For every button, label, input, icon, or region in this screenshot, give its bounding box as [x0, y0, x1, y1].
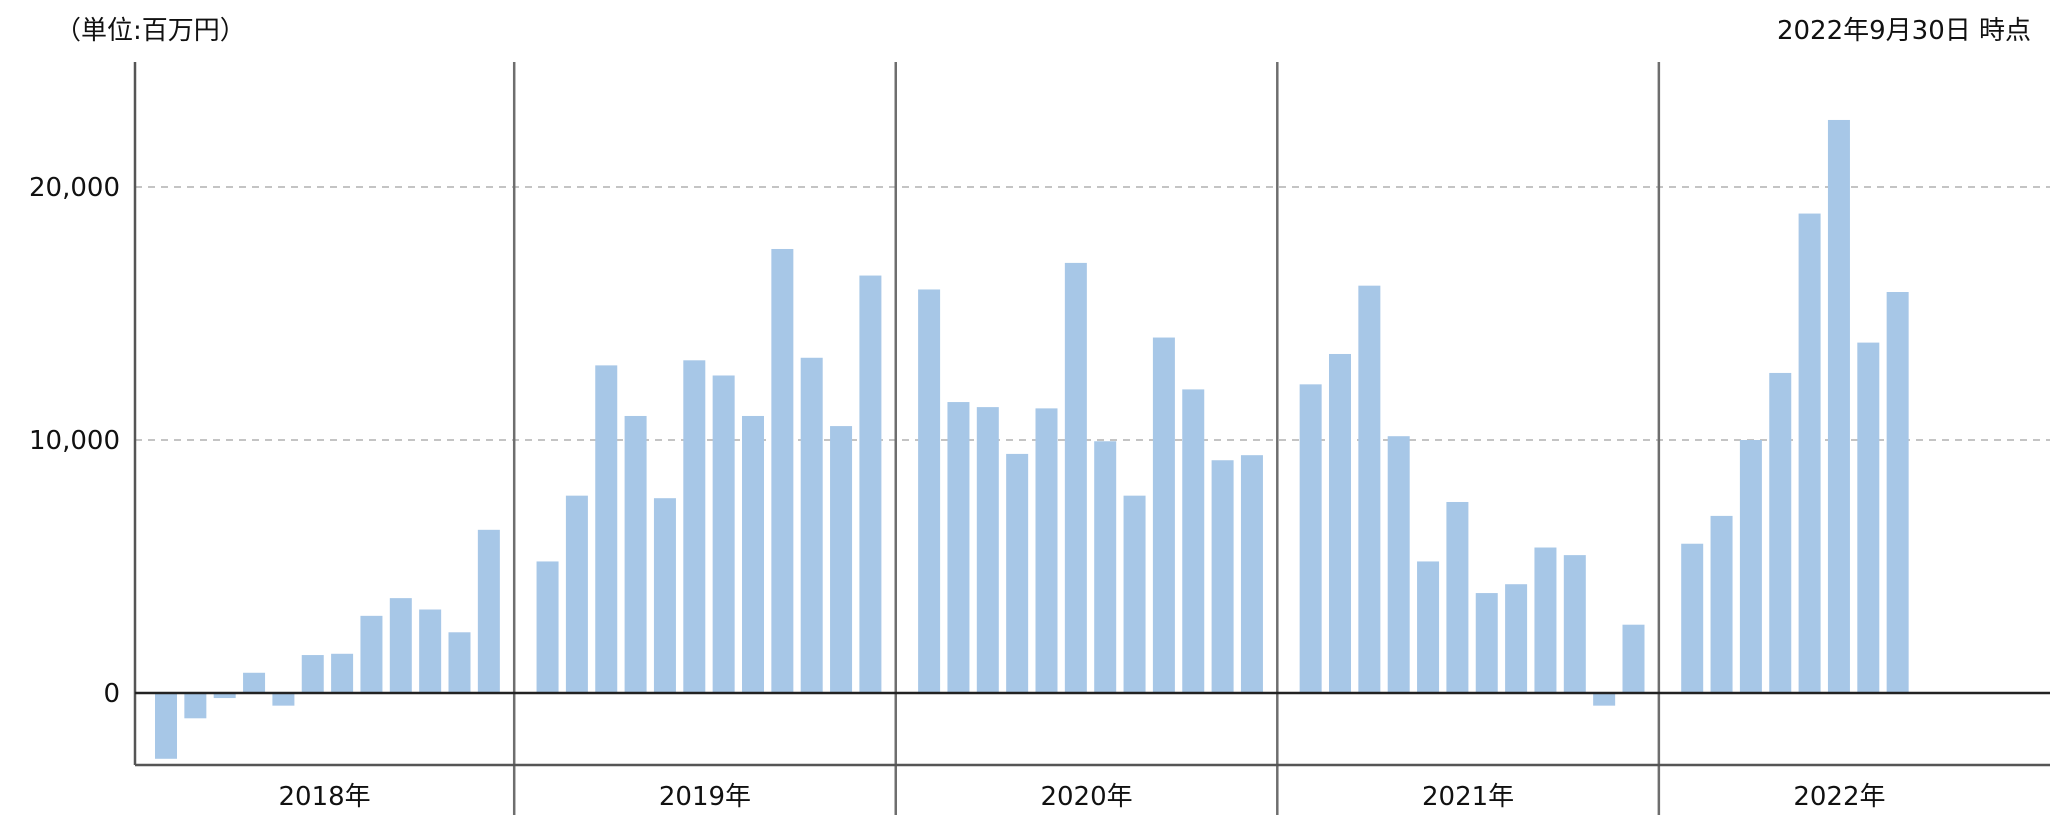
bar	[1006, 453, 1029, 693]
axes	[133, 62, 2050, 815]
bar	[1681, 543, 1704, 693]
bar	[1299, 384, 1322, 693]
bar	[800, 357, 823, 693]
bar	[1505, 584, 1528, 693]
bar	[771, 248, 794, 694]
bar	[1387, 436, 1410, 693]
x-tick-label: 2021年	[1422, 782, 1514, 812]
bar	[477, 529, 500, 694]
bar	[742, 415, 764, 693]
x-tick-label: 2019年	[659, 782, 751, 812]
bar	[595, 365, 618, 693]
bar	[243, 672, 266, 693]
bar	[155, 693, 177, 759]
bar	[1475, 593, 1498, 694]
bar	[448, 632, 471, 693]
bar	[1123, 495, 1146, 693]
bar	[389, 598, 412, 694]
bar	[712, 375, 735, 693]
bar	[184, 693, 207, 719]
bar	[1064, 262, 1087, 693]
bar	[1827, 119, 1850, 693]
bar	[1446, 501, 1469, 693]
bar	[653, 498, 676, 693]
bar	[1739, 440, 1762, 693]
bar	[1563, 555, 1586, 693]
bar	[1152, 337, 1175, 693]
bar	[1417, 561, 1440, 693]
bar	[830, 426, 853, 693]
grid-lines	[135, 186, 2050, 441]
bar	[1240, 455, 1263, 693]
bar	[272, 693, 295, 706]
bar	[1329, 353, 1351, 693]
bar	[360, 615, 383, 693]
bar	[331, 653, 354, 693]
bar	[683, 360, 706, 693]
bar	[1798, 213, 1821, 693]
bar	[1035, 408, 1058, 694]
bar	[624, 415, 647, 693]
y-tick-label: 0	[103, 679, 120, 709]
bar	[419, 609, 442, 693]
bar	[1358, 285, 1381, 693]
unit-label: （単位:百万円）	[55, 16, 246, 46]
bar	[1211, 460, 1234, 693]
bar	[301, 655, 324, 693]
bar	[947, 402, 970, 693]
bar	[213, 693, 236, 699]
bar	[1710, 515, 1733, 693]
bar	[1769, 372, 1792, 693]
bar	[565, 495, 588, 693]
bar	[1534, 547, 1557, 693]
axis-labels: 0 10,000 20,000 2018年 2019年 2020年 2021年 2022年	[29, 173, 1885, 812]
as-of-date-label: 2022年9月30日 時点	[1776, 16, 2031, 46]
bar	[1857, 342, 1880, 693]
bar	[1094, 441, 1117, 693]
x-tick-label: 2018年	[279, 782, 371, 812]
x-tick-label: 2022年	[1793, 782, 1885, 812]
bar	[1886, 292, 1909, 693]
bar	[1182, 389, 1205, 693]
bar	[918, 289, 941, 693]
x-tick-label: 2020年	[1040, 782, 1132, 812]
bar	[976, 407, 999, 693]
y-tick-label: 20,000	[29, 173, 120, 203]
bar	[1593, 693, 1616, 706]
y-tick-label: 10,000	[29, 426, 120, 456]
bar	[859, 275, 882, 693]
bars	[155, 119, 1909, 759]
bar	[536, 561, 559, 693]
bar	[1622, 624, 1645, 693]
